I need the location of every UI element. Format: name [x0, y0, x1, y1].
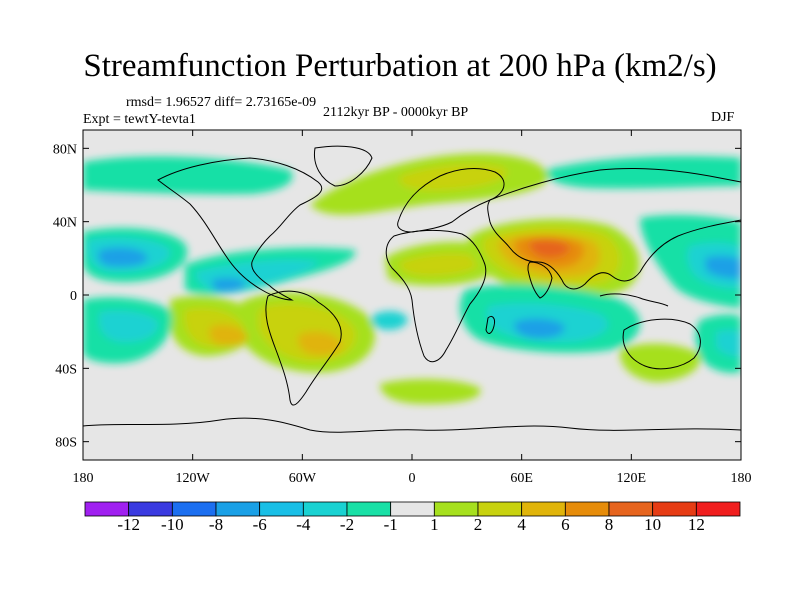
lat-tick-label: 80N — [53, 142, 77, 157]
lat-tick-label: 40S — [55, 362, 77, 377]
contour-wpac-low-core — [705, 255, 741, 279]
colorbar-swatch — [302, 501, 348, 517]
colorbar-swatch — [128, 501, 173, 517]
season-label: DJF — [711, 110, 735, 125]
contour-satl-low — [371, 311, 408, 330]
contour-sam-high-3 — [297, 331, 342, 356]
contour-field — [83, 153, 741, 404]
period-label: 2112kyr BP - 0000kyr BP — [323, 105, 469, 120]
coast-australia — [622, 318, 701, 370]
contour-sothern-low-core — [716, 329, 741, 357]
experiment-label: Expt = tewtY-tevta1 — [83, 112, 196, 127]
coast-antarctica — [83, 417, 741, 433]
lat-tick-label: 80S — [55, 436, 77, 451]
contour-aus-high — [619, 343, 701, 382]
contour-epac-low-core — [212, 278, 246, 293]
contour-africa-ridge-core — [399, 253, 481, 276]
coastlines — [83, 145, 741, 433]
contour-npac-low-core — [98, 247, 148, 267]
contour-satl-high — [380, 379, 481, 404]
lon-tick-label: 120E — [617, 471, 647, 486]
contour-arctic-pacific — [83, 156, 293, 195]
colorbar-label: -4 — [296, 515, 311, 534]
colorbar-swatch — [215, 501, 261, 517]
stats-label: rmsd= 1.96527 diff= 2.73165e-09 — [126, 95, 317, 110]
coast-africa — [385, 229, 487, 363]
latitude-axis: 80N 40N 0 40S 80S — [53, 142, 741, 451]
contour-swpac-low-core — [98, 310, 159, 343]
colorbar-swatch — [346, 501, 392, 517]
colorbar-label: 1 — [430, 515, 439, 534]
colorbar-label: 10 — [644, 515, 662, 534]
colorbar-swatch — [433, 501, 479, 517]
colorbar-label: -10 — [160, 515, 184, 534]
contour-sepac-high-3 — [209, 324, 248, 346]
colorbar-label: 4 — [517, 515, 526, 534]
lon-tick-label: 0 — [409, 471, 416, 486]
colorbar-swatch — [171, 501, 217, 517]
colorbar-label: 6 — [561, 515, 570, 534]
lon-tick-label: 60W — [289, 471, 317, 486]
coast-india — [527, 261, 553, 299]
coast-north-america — [157, 157, 323, 301]
colorbar-swatch — [652, 501, 697, 517]
colorbar-swatch — [608, 501, 654, 517]
lon-tick-label: 60E — [510, 471, 533, 486]
colorbar-label: -12 — [117, 515, 140, 534]
lon-tick-label: 120W — [176, 471, 211, 486]
colorbar-swatch — [259, 501, 304, 517]
lon-tick-label: 180 — [73, 471, 94, 486]
coast-south-america — [265, 290, 342, 406]
colorbar-swatch — [695, 501, 741, 517]
contour-indian-low-core — [514, 318, 565, 339]
colorbar-label: -8 — [208, 515, 224, 534]
lat-tick-label: 40N — [53, 216, 77, 231]
coast-asia — [487, 167, 741, 290]
lat-tick-label: 0 — [70, 289, 77, 304]
colorbar-label: 12 — [687, 515, 705, 534]
chart-title: Streamfunction Perturbation at 200 hPa (… — [83, 48, 717, 84]
colorbar-label: 8 — [604, 515, 614, 534]
colorbar-swatch — [84, 501, 130, 517]
colorbar-swatch — [390, 501, 435, 517]
contour-asia-high-5 — [529, 240, 570, 258]
colorbar-swatch — [477, 501, 523, 517]
contour-arctic-east — [545, 156, 741, 189]
colorbar-label: -6 — [252, 515, 267, 534]
colorbar-swatch — [521, 501, 566, 517]
coast-greenland — [313, 145, 373, 187]
colorbar-label: -2 — [339, 515, 355, 534]
coast-madagascar — [485, 315, 495, 334]
colorbar-label: 2 — [473, 515, 483, 534]
colorbar-swatch — [564, 501, 610, 517]
colorbar-label: -1 — [383, 515, 398, 534]
longitude-axis: 180 120W 60W 0 60E 120E 180 — [73, 130, 752, 486]
colorbar — [84, 501, 741, 517]
coast-indonesia — [599, 293, 669, 307]
lon-tick-label: 180 — [731, 471, 752, 486]
